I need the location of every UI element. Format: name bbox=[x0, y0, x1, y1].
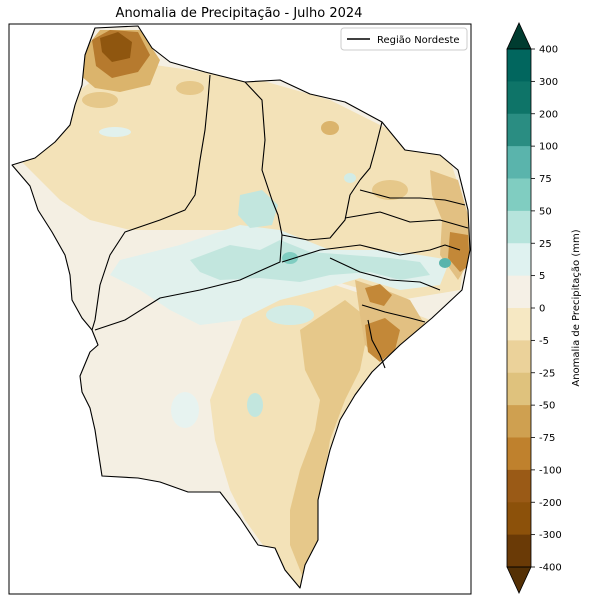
colorbar-segment bbox=[507, 275, 531, 309]
field-dry-extreme-nw bbox=[100, 32, 132, 62]
field-dry-light-north bbox=[20, 60, 470, 300]
colorbar-tick-label: -400 bbox=[539, 563, 562, 574]
colorbar-ticks: 40030020010075502550-5-25-50-75-100-200-… bbox=[531, 45, 562, 574]
colorbar-segment bbox=[507, 340, 531, 374]
colorbar-extend-bottom bbox=[506, 566, 532, 594]
colorbar-segment bbox=[507, 437, 531, 471]
field-wet-light-south-2 bbox=[247, 393, 263, 417]
legend-box bbox=[340, 27, 468, 51]
colorbar-tick-label: -75 bbox=[539, 433, 555, 444]
colorbar: 40030020010075502550-5-25-50-75-100-200-… bbox=[506, 22, 582, 594]
colorbar-segment bbox=[507, 113, 531, 147]
field-wet-mid-west bbox=[238, 190, 278, 228]
border-ce-pb bbox=[281, 179, 361, 241]
field-wet-strong-2 bbox=[439, 258, 451, 268]
colorbar-segment bbox=[507, 146, 531, 179]
colorbar-segment bbox=[507, 49, 531, 82]
field-dry-strong-ne bbox=[365, 284, 392, 306]
map-title: Anomalia de Precipitação - Julho 2024 bbox=[116, 6, 363, 21]
border-pb-pe bbox=[344, 211, 469, 229]
colorbar-segment bbox=[507, 178, 531, 212]
border-pe-ba bbox=[329, 257, 441, 291]
field-wet-light-south-1 bbox=[171, 392, 199, 428]
colorbar-segment bbox=[507, 372, 531, 406]
field-dry-patch-2 bbox=[176, 81, 204, 95]
colorbar-segment bbox=[507, 308, 531, 341]
legend: Região Nordeste bbox=[340, 27, 468, 51]
colorbar-tick-label: 100 bbox=[539, 142, 558, 153]
colorbar-tick-label: 400 bbox=[539, 45, 558, 56]
colorbar-segment bbox=[507, 469, 531, 503]
field-dry-patch-4 bbox=[372, 180, 408, 200]
colorbar-tick-label: -25 bbox=[539, 368, 555, 379]
legend-label: Região Nordeste bbox=[377, 35, 460, 46]
border-se-ba bbox=[367, 319, 386, 369]
colorbar-tick-label: 25 bbox=[539, 239, 552, 250]
border-rn-pb bbox=[359, 189, 466, 206]
field-dry-patch-3 bbox=[82, 92, 118, 108]
colorbar-tick-label: -200 bbox=[539, 498, 562, 509]
colorbar-tick-label: -5 bbox=[539, 336, 549, 347]
colorbar-segment bbox=[507, 502, 531, 536]
field-wet-light-north-1 bbox=[99, 127, 131, 137]
border-pi-ba bbox=[94, 234, 283, 331]
field-wet-mid-center bbox=[190, 240, 430, 282]
colorbar-tick-label: 300 bbox=[539, 77, 558, 88]
region-borders bbox=[11, 25, 471, 589]
border-pi-ce bbox=[244, 81, 283, 236]
border-al-se bbox=[361, 304, 426, 323]
colorbar-tick-label: -300 bbox=[539, 530, 562, 541]
field-dry-strong-east bbox=[365, 318, 400, 362]
colorbar-segment bbox=[507, 534, 531, 568]
colorbar-tick-label: 200 bbox=[539, 109, 558, 120]
colorbar-segment bbox=[507, 210, 531, 244]
colorbar-tick-label: 50 bbox=[539, 206, 552, 217]
field-dry-mid-south bbox=[290, 300, 370, 575]
field-wet-light-north-2 bbox=[344, 173, 356, 183]
colorbar-tick-label: 0 bbox=[539, 304, 545, 315]
colorbar-tick-label: -50 bbox=[539, 401, 555, 412]
field-dry-strong-coast bbox=[448, 232, 470, 272]
border-ce-rn bbox=[359, 121, 383, 181]
colorbar-segments bbox=[506, 22, 532, 594]
border-ma-pi bbox=[91, 74, 211, 331]
northeast-outline bbox=[11, 25, 471, 589]
colorbar-tick-label: -100 bbox=[539, 465, 562, 476]
colorbar-segment bbox=[507, 405, 531, 438]
field-dry-patch-1 bbox=[321, 121, 339, 135]
colorbar-tick-label: 5 bbox=[539, 271, 545, 282]
border-pe-al bbox=[281, 244, 461, 263]
colorbar-segment bbox=[507, 81, 531, 115]
field-wet-mid-south-1 bbox=[266, 305, 314, 325]
colorbar-extend-top bbox=[506, 22, 532, 50]
colorbar-tick-label: 75 bbox=[539, 174, 552, 185]
colorbar-label: Anomalia de Precipitação (mm) bbox=[571, 229, 582, 386]
colorbar-segment bbox=[507, 243, 531, 277]
